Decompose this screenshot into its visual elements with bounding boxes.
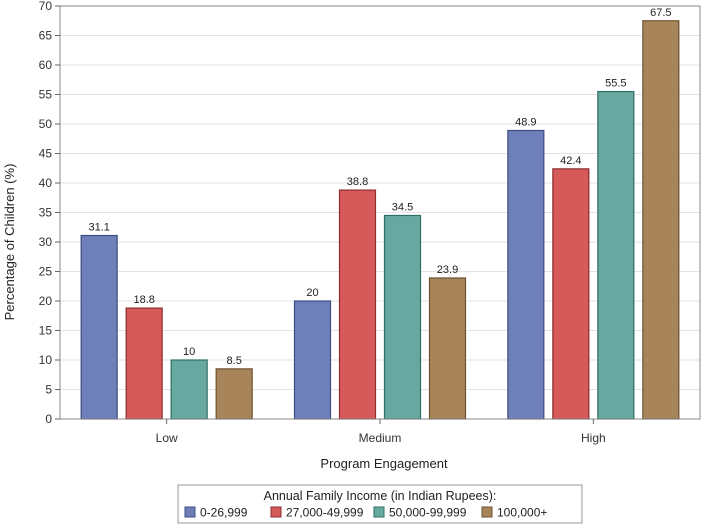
legend-swatch	[270, 506, 282, 518]
legend-swatch	[184, 506, 196, 518]
x-axis-title: Program Engagement	[320, 456, 448, 471]
bar	[597, 90, 635, 420]
bar	[80, 234, 118, 420]
y-tick-label: 0	[45, 412, 52, 426]
y-tick-label: 10	[39, 353, 53, 367]
bar	[215, 368, 253, 420]
y-tick-label: 25	[39, 265, 53, 279]
legend-entry-label: 50,000-99,999	[389, 506, 467, 520]
axes: 0 5 10 15 20 25 30 35 40 45 50 55 60 65 70 Low Medium Hig…	[39, 0, 701, 445]
bar	[170, 359, 208, 420]
bar	[383, 214, 422, 420]
bar-value-label: 8.5	[227, 355, 242, 367]
legend-entry-label: 27,000-49,999	[286, 506, 364, 520]
y-tick-label: 20	[39, 294, 53, 308]
bar-value-label: 55.5	[605, 78, 626, 90]
bar	[552, 168, 590, 420]
bar	[338, 189, 377, 420]
y-tick-label: 35	[39, 206, 53, 220]
y-tick-label: 65	[39, 29, 53, 43]
bar-value-label: 48.9	[515, 116, 536, 128]
bar-value-label: 38.8	[347, 176, 368, 188]
data-labels: 31.1 18.8 10 8.5 20 38.8 34.5 23.9 48.9 42.4 55.5 6…	[88, 7, 671, 367]
legend-entry-label: 100,000+	[497, 506, 547, 520]
bar-value-label: 34.5	[392, 201, 413, 213]
bar-value-label: 18.8	[133, 294, 154, 306]
bar-value-label: 20	[306, 287, 318, 299]
y-axis-title: Percentage of Children (%)	[2, 164, 17, 321]
x-tick-label: High	[581, 431, 606, 445]
bar-value-label: 67.5	[650, 7, 671, 19]
bar-value-label: 42.4	[560, 155, 581, 167]
y-tick-label: 55	[39, 88, 53, 102]
y-tick-label: 40	[39, 176, 53, 190]
y-tick-label: 15	[39, 324, 53, 338]
y-tick-label: 50	[39, 117, 53, 131]
bar-value-label: 31.1	[88, 222, 109, 234]
bar	[428, 277, 467, 420]
legend-swatch	[373, 506, 385, 518]
bar	[125, 307, 163, 420]
bar-value-label: 10	[183, 346, 195, 358]
bar	[293, 300, 332, 420]
legend-title: Annual Family Income (in Indian Rupees):	[264, 489, 497, 503]
x-tick-label: Low	[156, 431, 178, 445]
y-tick-label: 45	[39, 147, 53, 161]
bar	[507, 129, 545, 420]
y-tick-label: 70	[39, 0, 53, 13]
bars	[80, 20, 680, 420]
x-tick-label: Medium	[359, 431, 402, 445]
legend-entry-label: 0-26,999	[200, 506, 248, 520]
y-tick-label: 5	[45, 383, 52, 397]
bar	[642, 20, 680, 420]
y-tick-label: 60	[39, 58, 53, 72]
y-tick-label: 30	[39, 235, 53, 249]
bar-value-label: 23.9	[437, 264, 458, 276]
legend-swatch	[481, 506, 493, 518]
legend: Annual Family Income (in Indian Rupees):…	[177, 484, 583, 524]
